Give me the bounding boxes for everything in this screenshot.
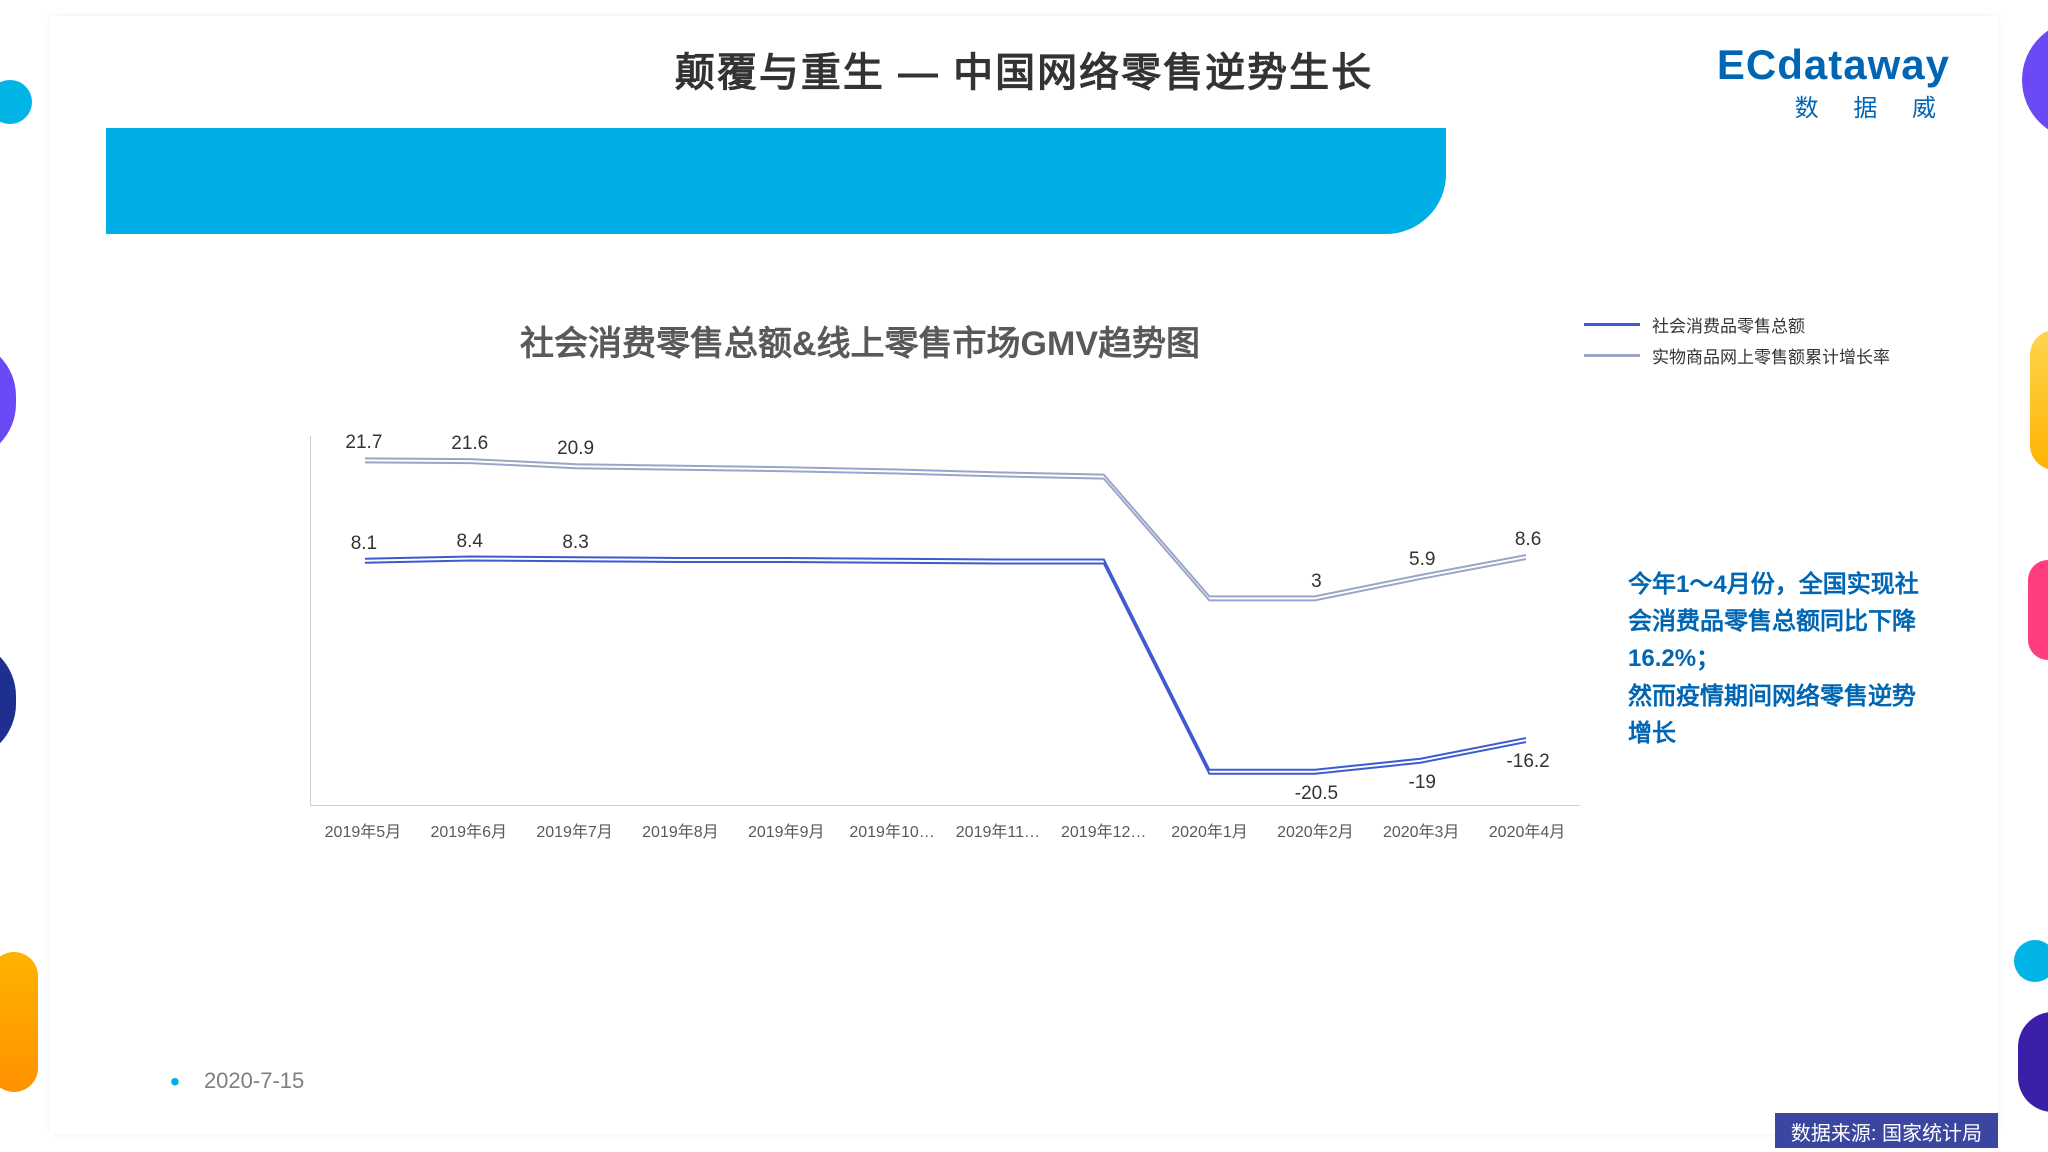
logo-rest: dataway — [1777, 41, 1950, 88]
legend-item: 实物商品网上零售额累计增长率 — [1584, 343, 1890, 368]
x-axis-label: 2019年12… — [1051, 818, 1157, 842]
x-axis-label: 2019年5月 — [310, 818, 416, 842]
data-label: 21.7 — [345, 432, 382, 454]
data-label: 8.6 — [1515, 529, 1541, 551]
data-label: 3 — [1311, 571, 1322, 593]
x-axis-label: 2019年7月 — [522, 818, 628, 842]
plot-area: 8.18.48.3-20.5-19-16.221.721.620.935.98.… — [310, 436, 1580, 806]
bg-decoration — [2018, 1012, 2048, 1112]
bg-decoration — [2022, 20, 2048, 140]
page-title: 颠覆与重生 — 中国网络零售逆势生长 — [50, 16, 1998, 98]
data-label: 5.9 — [1409, 549, 1435, 571]
x-axis-labels: 2019年5月2019年6月2019年7月2019年8月2019年9月2019年… — [310, 818, 1580, 842]
legend-label: 实物商品网上零售额累计增长率 — [1652, 343, 1890, 368]
legend-item: 社会消费品零售总额 — [1584, 312, 1890, 337]
logo-ec: EC — [1717, 41, 1777, 88]
bg-decoration — [0, 952, 38, 1092]
x-axis-label: 2020年1月 — [1157, 818, 1263, 842]
data-label: -16.2 — [1506, 751, 1549, 773]
logo-subtext: 数 据 威 — [1717, 88, 1950, 123]
bg-decoration — [0, 80, 32, 124]
chart-title: 社会消费零售总额&线上零售市场GMV趋势图 — [520, 316, 1200, 365]
brand-logo: ECdataway 数 据 威 — [1717, 44, 1950, 123]
chart: 8.1 8.4 8.3 -20.5 -19 -16.2 21.7 21.6 20.9 3 5.9 8.… — [310, 386, 1600, 856]
x-axis-label: 2020年4月 — [1474, 818, 1580, 842]
bullet-icon: • — [170, 1066, 180, 1097]
slide: 颠覆与重生 — 中国网络零售逆势生长 ECdataway 数 据 威 社会消费零… — [50, 16, 1998, 1134]
bg-decoration — [2014, 940, 2048, 982]
data-source: 数据来源: 国家统计局 — [1775, 1113, 1998, 1148]
legend-swatch — [1584, 323, 1640, 326]
data-label: -19 — [1409, 772, 1436, 794]
data-label: -20.5 — [1295, 783, 1338, 805]
x-axis-label: 2019年10… — [839, 818, 945, 842]
x-axis-label: 2019年8月 — [627, 818, 733, 842]
date-text: 2020-7-15 — [204, 1068, 304, 1093]
x-axis-label: 2020年2月 — [1262, 818, 1368, 842]
bg-decoration — [2030, 330, 2048, 470]
data-label: 21.6 — [451, 433, 488, 455]
data-label: 8.4 — [457, 531, 483, 553]
bg-decoration — [0, 640, 16, 760]
chart-svg — [311, 436, 1580, 805]
bg-decoration — [0, 340, 16, 460]
x-axis-label: 2019年6月 — [416, 818, 522, 842]
legend: 社会消费品零售总额 实物商品网上零售额累计增长率 — [1584, 312, 1890, 374]
legend-swatch — [1584, 354, 1640, 357]
data-label: 8.3 — [562, 532, 588, 554]
footer-date: • 2020-7-15 — [170, 1066, 304, 1098]
x-axis-label: 2019年9月 — [733, 818, 839, 842]
data-label: 8.1 — [351, 533, 377, 555]
legend-label: 社会消费品零售总额 — [1652, 312, 1805, 337]
annotation: 今年1～4月份，全国实现社会消费品零售总额同比下降16.2%；然而疫情期间网络零… — [1628, 566, 1928, 752]
x-axis-label: 2019年11… — [945, 818, 1051, 842]
data-label: 20.9 — [557, 438, 594, 460]
banner — [106, 128, 1446, 234]
x-axis-label: 2020年3月 — [1368, 818, 1474, 842]
bg-decoration — [2028, 560, 2048, 660]
